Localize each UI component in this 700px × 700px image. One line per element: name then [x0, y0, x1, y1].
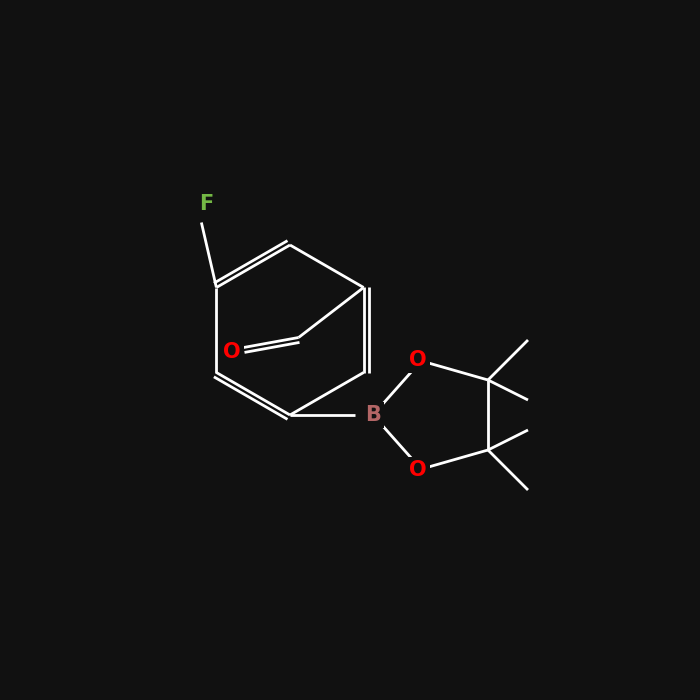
Text: B: B [365, 405, 381, 425]
Text: F: F [199, 195, 213, 214]
Text: O: O [410, 460, 427, 480]
Text: O: O [223, 342, 240, 363]
Text: O: O [410, 350, 427, 370]
